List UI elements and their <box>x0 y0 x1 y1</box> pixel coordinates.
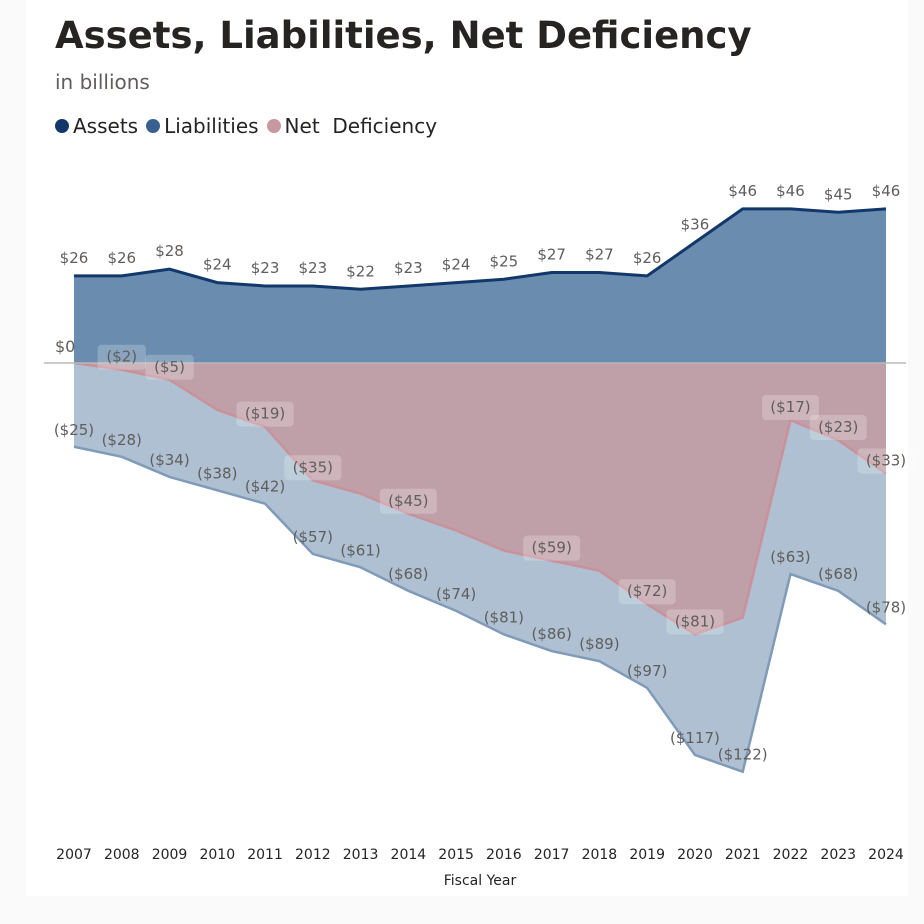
x-tick-label: 2016 <box>486 847 522 863</box>
x-tick-label: 2019 <box>629 847 665 863</box>
x-tick-label: 2014 <box>391 847 427 863</box>
legend-item-liabilities[interactable]: Liabilities <box>146 114 259 138</box>
net-deficiency-data-label-bg <box>857 448 915 474</box>
assets-data-label: $24 <box>203 256 232 274</box>
x-tick-label: 2011 <box>247 847 283 863</box>
x-tick-label: 2007 <box>56 847 92 863</box>
x-tick-label: 2015 <box>438 847 474 863</box>
assets-data-label: $25 <box>490 252 519 270</box>
net-deficiency-line <box>73 361 887 636</box>
assets-data-label: $45 <box>824 185 853 203</box>
net-deficiency-data-label: ($17) <box>770 398 810 416</box>
assets-data-label: $27 <box>537 246 566 264</box>
zero-axis-label: $0 <box>55 337 75 356</box>
x-tick-label: 2013 <box>343 847 379 863</box>
liabilities-data-label: ($57) <box>293 528 333 546</box>
legend-marker-icon <box>266 119 281 133</box>
x-tick-label: 2021 <box>725 847 761 863</box>
liabilities-data-label: ($63) <box>770 548 810 566</box>
net-deficiency-data-label-bg <box>236 401 294 427</box>
liabilities-data-label: ($68) <box>818 565 858 583</box>
legend-marker-icon <box>55 119 69 133</box>
assets-data-label: $22 <box>346 262 375 280</box>
assets-data-label: $26 <box>633 249 662 267</box>
liabilities-data-label: ($68) <box>388 565 428 583</box>
assets-line <box>74 207 887 291</box>
net-deficiency-data-label-bg <box>145 354 194 380</box>
net-deficiency-data-label: ($35) <box>293 458 333 476</box>
x-tick-label: 2024 <box>868 847 904 863</box>
liabilities-data-label: ($81) <box>484 608 524 626</box>
net-deficiency-data-label-bg <box>379 488 437 514</box>
net-deficiency-data-label: ($33) <box>866 452 906 470</box>
liabilities-data-label: ($34) <box>149 451 189 469</box>
liabilities-data-label: ($86) <box>531 625 571 643</box>
x-axis-title: Fiscal Year <box>444 873 517 889</box>
liabilities-data-label: ($61) <box>340 541 380 559</box>
liabilities-data-label: ($25) <box>54 421 94 439</box>
liabilities-data-label: ($89) <box>579 635 619 653</box>
liabilities-data-label: ($97) <box>627 662 667 680</box>
x-tick-label: 2023 <box>820 847 856 863</box>
chart-subtitle: in billions <box>55 70 150 94</box>
net-deficiency-data-label: ($81) <box>675 612 715 630</box>
assets-data-label: $28 <box>155 242 184 260</box>
net-deficiency-data-label-bg <box>523 535 581 561</box>
net-deficiency-data-label: ($59) <box>531 539 571 557</box>
legend-marker-icon <box>146 119 161 133</box>
net-deficiency-data-label-bg <box>97 344 146 370</box>
x-tick-label: 2008 <box>104 847 140 863</box>
assets-data-label: $24 <box>442 256 471 274</box>
x-tick-label: 2018 <box>582 847 618 863</box>
liabilities-data-label: ($78) <box>866 598 906 616</box>
legend: Assets Liabilities Net Deficiency <box>55 114 437 138</box>
x-tick-label: 2012 <box>295 847 331 863</box>
legend-item-net-deficiency[interactable]: Net Deficiency <box>266 114 438 138</box>
x-tick-label: 2010 <box>199 847 235 863</box>
net-deficiency-data-label-bg <box>761 394 819 420</box>
legend-item-assets[interactable]: Assets <box>55 114 138 138</box>
assets-data-label: $27 <box>585 246 614 264</box>
net-deficiency-data-label-bg <box>284 455 342 481</box>
net-deficiency-data-label-bg <box>618 579 676 605</box>
liabilities-data-label: ($74) <box>436 585 476 603</box>
assets-area <box>74 208 886 363</box>
legend-label: Net Deficiency <box>284 114 438 138</box>
assets-data-label: $26 <box>60 249 89 267</box>
liabilities-data-label: ($38) <box>197 464 237 482</box>
x-tick-label: 2020 <box>677 847 713 863</box>
assets-data-label: $23 <box>251 259 280 277</box>
assets-data-label: $46 <box>872 182 901 200</box>
chart-title: Assets, Liabilities, Net Deficiency <box>55 14 752 57</box>
liabilities-data-label: ($122) <box>718 746 768 764</box>
net-deficiency-data-label: ($19) <box>245 405 285 423</box>
net-deficiency-data-label-bg <box>666 609 724 635</box>
assets-data-label: $46 <box>776 182 805 200</box>
liabilities-line <box>73 445 887 774</box>
x-tick-label: 2022 <box>773 847 809 863</box>
assets-data-label: $23 <box>394 259 423 277</box>
net-deficiency-data-label: ($5) <box>154 358 185 376</box>
x-tick-label: 2017 <box>534 847 570 863</box>
liabilities-data-label: ($42) <box>245 478 285 496</box>
legend-label: Liabilities <box>164 114 259 138</box>
net-deficiency-data-label: ($2) <box>106 348 137 366</box>
net-deficiency-data-label-bg <box>809 415 867 441</box>
net-deficiency-data-label: ($23) <box>818 418 858 436</box>
assets-data-label: $26 <box>107 249 136 267</box>
x-tick-label: 2009 <box>152 847 188 863</box>
net-deficiency-data-label: ($45) <box>388 492 428 510</box>
net-deficiency-data-label: ($72) <box>627 582 667 600</box>
legend-label: Assets <box>73 114 139 138</box>
net-deficiency-area <box>74 363 886 635</box>
assets-data-label: $23 <box>299 259 328 277</box>
assets-data-label: $36 <box>681 215 710 233</box>
liabilities-data-label: ($28) <box>102 431 142 449</box>
assets-data-label: $46 <box>728 182 757 200</box>
liabilities-data-label: ($117) <box>670 729 720 747</box>
